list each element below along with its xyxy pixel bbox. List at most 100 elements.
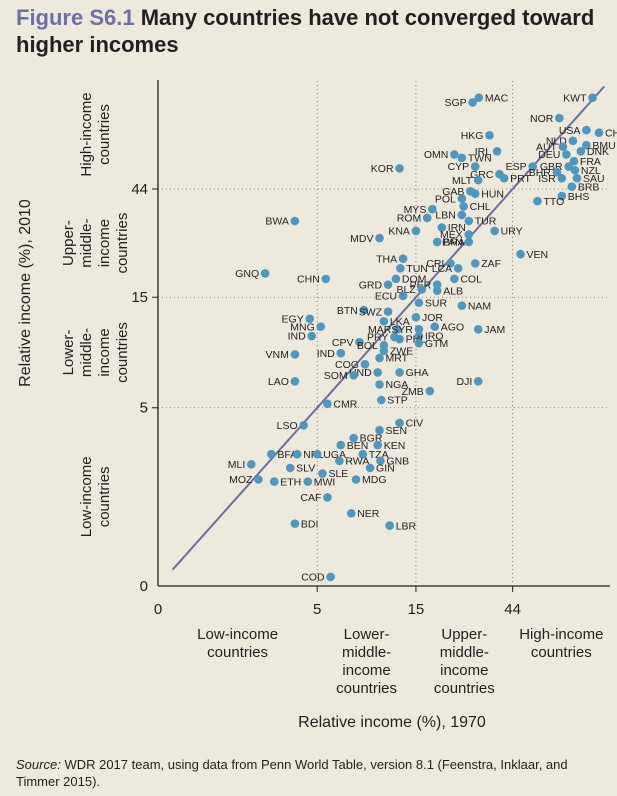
point-label: MOZ [229,474,253,486]
point-label: CRI [426,258,444,270]
data-point [395,164,404,173]
data-point [594,128,604,137]
data-point [417,285,427,294]
data-point [307,331,316,341]
data-point [336,440,346,450]
y-group-label: middle- [78,219,95,268]
point-label: VNM [266,349,289,361]
point-label: LKA [390,316,410,328]
data-point [365,463,375,473]
point-label: TTO [543,196,564,208]
data-point [572,173,582,183]
data-point [414,338,424,348]
data-point [398,254,408,264]
point-label: MNG [290,321,315,333]
point-label: COG [335,359,359,371]
data-point [457,194,467,203]
data-point [432,280,442,289]
point-label: NER [357,508,380,520]
data-point [453,263,463,273]
point-label: CIV [406,418,424,430]
y-group-label: Lower- [60,330,77,376]
x-group-label: middle- [342,644,391,661]
point-label: NGA [386,379,409,391]
data-point [450,274,459,284]
point-label: MYS [404,204,427,216]
y-group-label: income [96,328,113,376]
data-point [395,368,404,377]
data-point [464,216,474,226]
point-label: ZWE [390,346,413,358]
point-label: GTM [425,338,448,350]
data-point [376,395,386,405]
data-point [285,463,295,473]
point-label: RWA [345,456,369,468]
y-group-label: middle- [78,328,95,377]
point-label: LBN [435,210,455,222]
data-point [464,230,474,239]
point-label: JOR [422,312,443,324]
point-label: CAF [300,492,321,504]
data-point [375,380,384,389]
data-point [349,371,358,380]
data-point [351,475,361,484]
point-label: BFA [277,449,297,461]
data-point [379,317,389,326]
point-label: BDI [301,518,319,530]
data-point [450,150,459,159]
point-label: LBR [396,520,417,532]
data-point [428,204,437,214]
data-point [557,191,567,201]
data-point [473,377,483,386]
data-point [360,360,370,369]
point-label: BOL [357,340,378,352]
data-point [303,477,313,486]
data-point [375,233,384,243]
x-tick-label: 0 [154,601,162,618]
point-label: GNQ [235,268,259,280]
point-label: CYP [448,161,470,173]
data-point [267,449,276,459]
data-point [437,223,447,232]
point-label: MAC [485,92,509,104]
data-point [528,162,538,171]
point-label: JAM [484,324,505,336]
point-label: IRL [475,146,492,158]
data-point [349,433,358,443]
point-label: IND [317,348,336,360]
point-label: COL [460,274,482,286]
data-point [470,189,480,198]
point-label: DEU [538,149,560,161]
point-label: MEX [440,229,463,241]
data-point [499,173,509,183]
point-label: KNA [388,226,410,238]
data-point [373,368,382,377]
x-group-label: Lower- [344,626,390,643]
data-point [326,572,335,582]
point-label: CHL [470,201,491,213]
data-point [290,519,300,528]
point-label: CMR [333,399,357,411]
data-point [432,237,442,247]
data-point [393,325,402,334]
x-group-label: Low-income [197,626,278,643]
point-label: SUR [425,297,448,309]
data-point [430,322,440,331]
point-label: IRN [448,222,466,234]
x-group-label: middle- [440,644,489,661]
data-point [373,440,382,450]
point-label: SLE [328,468,348,480]
point-label: SLV [296,463,315,475]
x-group-label: countries [207,644,268,661]
data-point [582,140,591,150]
point-label: URY [501,226,523,238]
x-tick-label: 15 [408,601,425,618]
data-point [290,377,300,386]
data-point [582,125,591,135]
point-label: TUR [475,216,497,228]
data-point [359,305,369,315]
data-point [414,325,424,334]
point-label: TWN [468,152,492,164]
data-point [355,337,364,347]
data-point [557,173,567,183]
